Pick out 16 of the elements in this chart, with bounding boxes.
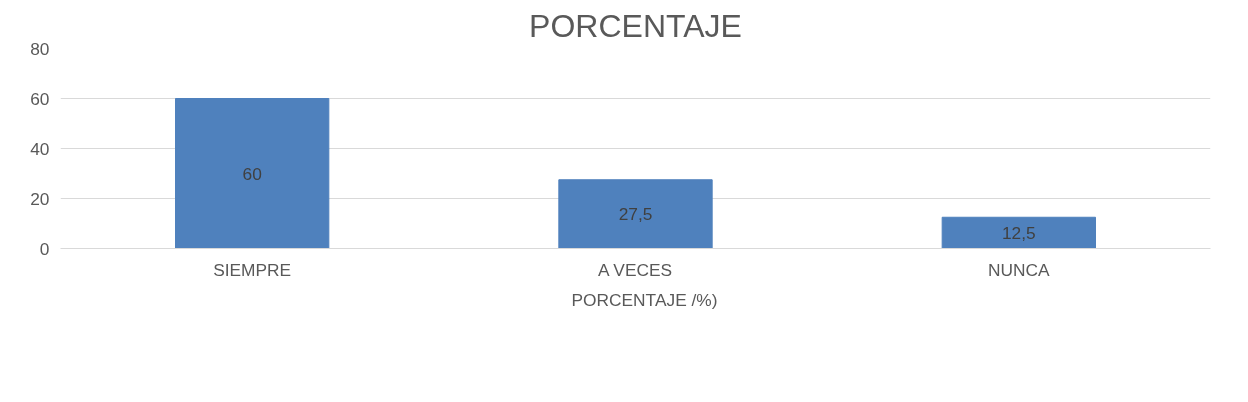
bar xyxy=(175,98,330,249)
y-tick-label: 40 xyxy=(30,138,50,159)
x-tick-label: A VECES xyxy=(597,259,673,280)
y-tick-label: 0 xyxy=(39,238,50,259)
x-tick-label: SIEMPRE xyxy=(213,259,292,280)
text: 27,5 xyxy=(618,204,653,225)
text: 60 xyxy=(242,163,262,184)
y-tick-label: 80 xyxy=(30,38,50,59)
text: 12,5 xyxy=(1001,222,1036,243)
bar xyxy=(941,216,1096,249)
text: PORCENTAJE /%) xyxy=(571,289,718,311)
bar xyxy=(558,179,713,249)
y-tick-label: 60 xyxy=(30,88,50,109)
x-tick-label: NUNCA xyxy=(988,259,1051,280)
y-tick-label: 20 xyxy=(30,188,50,209)
chart-title: PORCENTAJE xyxy=(529,7,742,44)
